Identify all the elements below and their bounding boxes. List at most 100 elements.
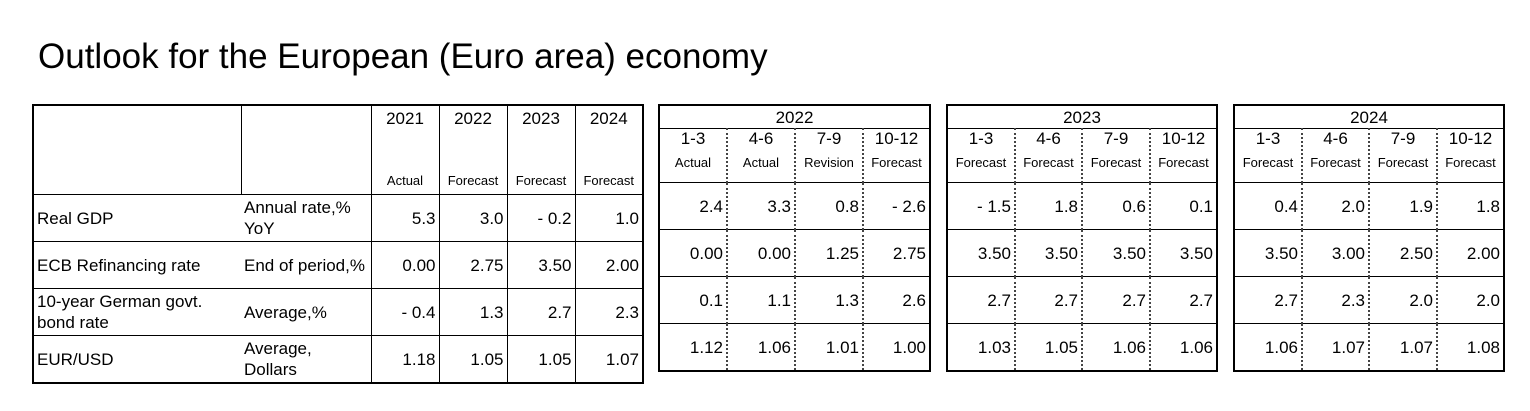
header-blank — [33, 105, 242, 137]
status-label: Forecast — [1158, 155, 1209, 170]
value-cell: 0.4 — [1234, 182, 1303, 230]
group-year-header: 2022 — [659, 105, 931, 129]
header-blank — [241, 105, 372, 137]
value-cell: 3.50 — [1150, 229, 1218, 277]
value-cell: 1.03 — [947, 323, 1016, 371]
quarter-label: 1-3 — [968, 129, 994, 148]
quarter-label: 4-6 — [748, 129, 774, 148]
value-cell: 2.7 — [947, 276, 1016, 324]
value-cell: 1.01 — [795, 323, 864, 371]
quarterly-table-2023: 2023 1-3 Forecast 4-6 Forecast 7-9 Forecast… — [946, 104, 1219, 372]
table-row: Real GDP Annual rate,% YoY 5.3 3.0 - 0.2… — [33, 194, 643, 242]
quarter-header: 10-12 Forecast — [1437, 128, 1505, 183]
value-cell: 1.25 — [795, 229, 864, 277]
value-cell: 1.9 — [1369, 182, 1438, 230]
value-cell: 1.08 — [1437, 323, 1505, 371]
value-cell: 1.06 — [1234, 323, 1303, 371]
value-cell: 1.8 — [1437, 182, 1505, 230]
quarterly-table-2024: 2024 1-3 Forecast 4-6 Forecast 7-9 Forecast… — [1233, 104, 1506, 372]
status-label: Forecast — [955, 155, 1007, 170]
value-cell: 1.1 — [727, 276, 796, 324]
table-row: 0.4 2.0 1.9 1.8 — [1234, 182, 1505, 230]
table-row: 1.03 1.05 1.06 1.06 — [947, 323, 1218, 371]
value-cell: 0.00 — [371, 241, 440, 289]
quarter-header: 10-12 Forecast — [1150, 128, 1218, 183]
quarter-header: 4-6 Forecast — [1015, 128, 1083, 183]
quarter-label: 7-9 — [816, 129, 842, 148]
status-label: Actual — [742, 155, 780, 170]
value-cell: 2.00 — [1437, 229, 1505, 277]
status-label: Forecast — [1377, 155, 1429, 170]
quarter-label: 1-3 — [1255, 129, 1281, 148]
quarter-label: 4-6 — [1323, 129, 1348, 148]
value-cell: 1.3 — [439, 288, 508, 336]
value-cell: 0.00 — [727, 229, 796, 277]
value-cell: 2.3 — [1302, 276, 1370, 324]
value-cell: 3.50 — [1234, 229, 1303, 277]
indicator-label: EUR/USD — [33, 335, 241, 383]
unit-label: Average,% — [241, 288, 372, 336]
year-header: 2023 — [507, 105, 576, 137]
group-year-header: 2024 — [1234, 105, 1505, 129]
value-cell: 2.0 — [1302, 182, 1370, 230]
status-label: Actual — [371, 137, 440, 195]
quarter-label: 10-12 — [1448, 129, 1493, 148]
value-cell: 3.50 — [1082, 229, 1151, 277]
value-cell: 1.18 — [371, 335, 440, 383]
value-cell: 5.3 — [371, 194, 440, 242]
quarter-header: 10-12 Forecast — [863, 128, 931, 183]
value-cell: 2.00 — [575, 241, 643, 289]
page-title: Outlook for the European (Euro area) eco… — [38, 37, 768, 76]
quarterly-table-2022: 2022 1-3 Actual 4-6 Actual 7-9 Revision 10-… — [658, 104, 932, 372]
quarter-label: 10-12 — [1161, 129, 1206, 148]
year-header: 2024 — [589, 109, 628, 128]
value-cell: 2.0 — [1437, 276, 1505, 324]
value-cell: 2.75 — [863, 229, 931, 277]
value-cell: 1.05 — [507, 335, 576, 383]
value-cell: 0.6 — [1082, 182, 1151, 230]
value-cell: - 0.4 — [371, 288, 440, 336]
value-cell: 1.06 — [1150, 323, 1218, 371]
value-cell: 1.07 — [1302, 323, 1370, 371]
unit-label: End of period,% — [241, 241, 372, 289]
table-row: ECB Refinancing rate End of period,% 0.0… — [33, 241, 643, 289]
status-label: Forecast — [575, 137, 643, 195]
indicator-label: Real GDP — [33, 194, 241, 242]
value-cell: 1.05 — [1015, 323, 1083, 371]
unit-label: Average, Dollars — [241, 335, 372, 383]
quarter-header: 7-9 Forecast — [1369, 128, 1438, 183]
status-label: Forecast — [1090, 155, 1142, 170]
value-cell: 2.6 — [863, 276, 931, 324]
value-cell: 3.50 — [507, 241, 576, 289]
value-cell: 3.00 — [1302, 229, 1370, 277]
table-row: EUR/USD Average, Dollars 1.18 1.05 1.05 … — [33, 335, 643, 383]
value-cell: 2.7 — [1234, 276, 1303, 324]
value-cell: 1.05 — [439, 335, 508, 383]
indicator-label: ECB Refinancing rate — [33, 241, 241, 289]
value-cell: 1.06 — [727, 323, 796, 371]
value-cell: 2.4 — [659, 182, 728, 230]
value-cell: 2.75 — [439, 241, 508, 289]
quarter-label: 4-6 — [1036, 129, 1061, 148]
group-year-header: 2023 — [947, 105, 1218, 129]
annual-table: 2021 2022 2023 2024 Actual Forecast Fore… — [32, 104, 644, 384]
indicator-label: 10-year German govt. bond rate — [33, 288, 241, 336]
table-row: 10-year German govt. bond rate Average,%… — [33, 288, 643, 336]
quarter-label: 10-12 — [874, 129, 919, 148]
status-label: Forecast — [507, 137, 576, 195]
status-label: Forecast — [1242, 155, 1294, 170]
value-cell: 1.07 — [575, 335, 643, 383]
year-header: 2022 — [439, 105, 508, 137]
quarter-header: 1-3 Actual — [659, 128, 728, 183]
table-row: - 1.5 1.8 0.6 0.1 — [947, 182, 1218, 230]
value-cell: 0.00 — [659, 229, 728, 277]
value-cell: 0.1 — [1150, 182, 1218, 230]
quarter-label: 7-9 — [1390, 129, 1416, 148]
value-cell: 1.00 — [863, 323, 931, 371]
status-label: Revision — [804, 155, 854, 170]
table-row: 0.00 0.00 1.25 2.75 — [659, 229, 931, 277]
status-label: Forecast — [439, 137, 508, 195]
value-cell: 2.7 — [1015, 276, 1083, 324]
value-cell: 2.3 — [575, 288, 643, 336]
quarter-header: 1-3 Forecast — [947, 128, 1016, 183]
